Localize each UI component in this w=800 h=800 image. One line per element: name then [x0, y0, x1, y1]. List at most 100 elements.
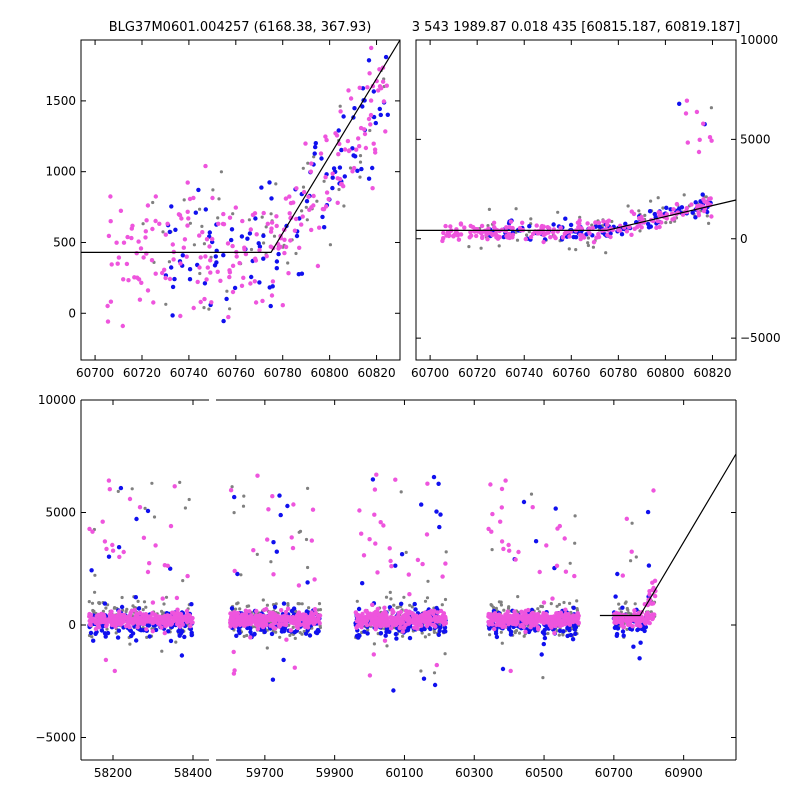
- x-tick-label: 60800: [646, 366, 684, 380]
- data-point-magenta: [163, 232, 168, 237]
- data-point-gray: [312, 155, 316, 159]
- data-point-magenta: [150, 629, 155, 634]
- data-point-magenta: [324, 137, 329, 143]
- data-point-magenta: [170, 242, 175, 247]
- x-tick-label: 60700: [76, 366, 114, 380]
- data-point-magenta: [694, 109, 700, 115]
- data-point-magenta: [159, 625, 164, 630]
- data-point-gray: [486, 224, 490, 228]
- data-point-magenta: [364, 622, 370, 628]
- data-point-gray: [514, 207, 518, 211]
- data-point-magenta: [260, 298, 265, 304]
- data-point-blue: [213, 254, 218, 259]
- data-point-gray: [278, 635, 282, 639]
- data-point-gray: [502, 608, 506, 612]
- data-point-blue: [268, 303, 273, 309]
- data-point-blue: [366, 58, 372, 63]
- data-point-magenta: [198, 299, 203, 305]
- data-point-gray: [399, 490, 403, 494]
- data-point-magenta: [311, 193, 316, 199]
- data-point-magenta: [385, 623, 391, 628]
- data-point-gray: [392, 603, 396, 607]
- data-point-gray: [162, 602, 166, 606]
- data-point-gray: [130, 487, 134, 491]
- data-point-magenta: [664, 216, 669, 221]
- data-point-magenta: [456, 237, 462, 242]
- data-point-magenta: [171, 618, 176, 624]
- data-point-magenta: [342, 147, 348, 152]
- data-point-gray: [549, 602, 553, 606]
- data-point-magenta: [415, 618, 420, 624]
- data-point-magenta: [537, 569, 542, 575]
- data-point-magenta: [541, 600, 547, 605]
- data-point-magenta: [254, 608, 259, 614]
- data-point-blue: [330, 185, 335, 191]
- data-point-blue: [421, 676, 427, 681]
- data-point-magenta: [185, 619, 191, 624]
- data-point-magenta: [274, 214, 279, 219]
- data-point-blue: [623, 221, 628, 226]
- data-point-magenta: [528, 234, 534, 240]
- data-point-magenta: [121, 549, 126, 555]
- data-point-magenta: [268, 244, 273, 249]
- data-point-magenta: [110, 622, 115, 627]
- data-point-magenta: [495, 619, 500, 624]
- data-point-magenta: [513, 622, 518, 627]
- data-point-gray: [198, 271, 202, 276]
- data-point-gray: [540, 605, 545, 609]
- data-point-blue: [621, 633, 626, 638]
- data-point-magenta: [551, 227, 557, 232]
- data-point-blue: [285, 503, 290, 509]
- data-point-gray: [260, 215, 264, 219]
- data-point-blue: [269, 631, 275, 637]
- y-tick-label: 0: [68, 306, 76, 320]
- data-point-gray: [294, 251, 298, 256]
- data-point-magenta: [508, 219, 514, 224]
- data-point-gray: [120, 595, 124, 600]
- data-point-blue: [419, 502, 424, 507]
- data-point-gray: [423, 635, 427, 639]
- data-point-magenta: [544, 543, 549, 548]
- data-point-blue: [360, 86, 366, 91]
- data-point-blue: [182, 634, 187, 640]
- data-point-blue: [248, 629, 253, 635]
- data-point-magenta: [272, 620, 277, 625]
- data-point-magenta: [523, 619, 528, 624]
- data-point-magenta: [534, 223, 539, 228]
- data-point-blue: [642, 628, 647, 634]
- data-point-magenta: [203, 163, 208, 169]
- data-point-magenta: [618, 617, 623, 623]
- data-point-magenta: [578, 236, 583, 242]
- data-point-magenta: [555, 611, 560, 616]
- data-point-magenta: [368, 122, 373, 127]
- data-point-blue: [189, 632, 194, 638]
- data-point-blue: [276, 251, 281, 257]
- data-point-magenta: [424, 623, 430, 629]
- data-point-magenta: [108, 614, 113, 620]
- data-point-magenta: [247, 609, 252, 614]
- data-point-magenta: [443, 619, 448, 625]
- data-point-blue: [170, 284, 176, 290]
- data-point-gray: [586, 236, 591, 240]
- data-point-gray: [286, 261, 290, 265]
- data-point-blue: [128, 628, 133, 633]
- data-point-gray: [87, 600, 91, 604]
- data-point-magenta: [636, 611, 641, 616]
- data-point-magenta: [248, 281, 253, 286]
- data-point-magenta: [296, 583, 302, 588]
- data-point-magenta: [338, 109, 343, 114]
- data-point-magenta: [127, 615, 132, 620]
- y-tick-label: 1000: [45, 165, 76, 179]
- data-point-blue: [563, 216, 568, 221]
- data-point-magenta: [383, 129, 388, 134]
- data-point-magenta: [549, 623, 554, 629]
- data-point-gray: [491, 605, 496, 610]
- y-tick-label: 0: [740, 232, 748, 246]
- data-point-gray: [242, 634, 246, 639]
- data-point-magenta: [129, 608, 134, 614]
- data-point-magenta: [110, 548, 116, 553]
- data-point-gray: [420, 631, 424, 635]
- data-point-gray: [401, 634, 405, 638]
- data-point-gray: [555, 604, 559, 608]
- data-point-blue: [638, 640, 643, 645]
